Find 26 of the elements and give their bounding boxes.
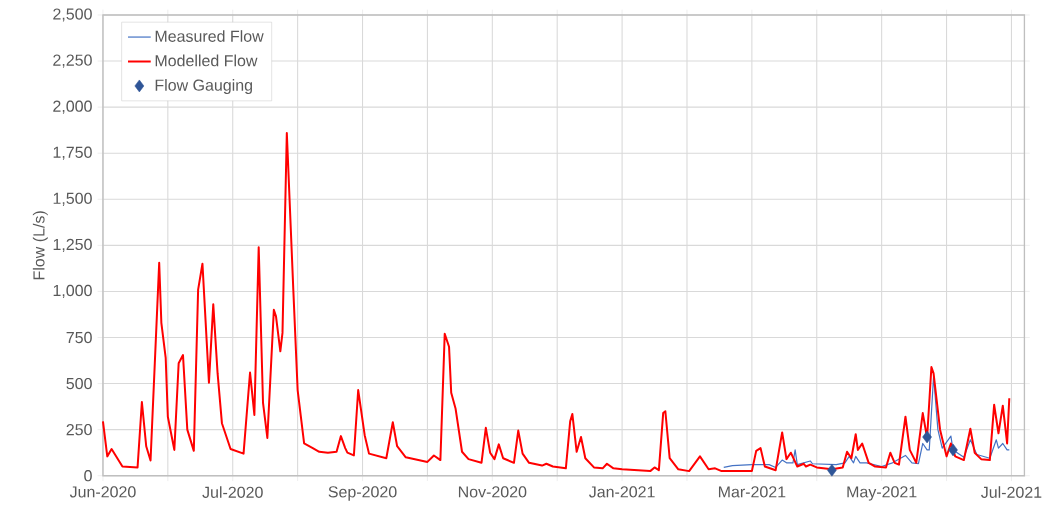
- y-tick-label: 2,250: [53, 54, 92, 68]
- legend-label: Measured Flow: [155, 30, 264, 43]
- x-tick-label: Mar-2021: [718, 486, 786, 498]
- legend-label: Modelled Flow: [155, 54, 258, 67]
- y-tick-label: 250: [66, 424, 92, 436]
- x-tick-label: Nov-2020: [458, 486, 527, 498]
- legend-label: Flow Gauging: [155, 79, 252, 95]
- y-axis-title: Flow (L/s): [32, 211, 48, 280]
- point: [922, 430, 932, 444]
- x-tick-label: May-2021: [847, 486, 917, 501]
- y-tick-label: 2,500: [53, 8, 92, 22]
- x-tick-label: Jul-2021: [981, 486, 1042, 499]
- x-tick-label: Jan-2021: [589, 486, 655, 498]
- y-tick-label: 500: [66, 378, 92, 390]
- y-tick-label: 750: [66, 331, 92, 344]
- y-tick-label: 1,750: [53, 146, 92, 160]
- y-tick-label: 1,500: [53, 192, 92, 207]
- y-tick-label: 2,000: [53, 100, 92, 114]
- x-tick-label: Jun-2020: [69, 486, 136, 498]
- y-tick-label: 1,250: [53, 238, 92, 253]
- x-tick-label: Sep-2020: [328, 486, 397, 501]
- x-tick-label: Jul-2020: [202, 486, 263, 499]
- y-tick-label: 1,000: [53, 284, 92, 299]
- y-tick-label: 0: [84, 470, 92, 482]
- point: [948, 443, 958, 457]
- point: [827, 464, 837, 477]
